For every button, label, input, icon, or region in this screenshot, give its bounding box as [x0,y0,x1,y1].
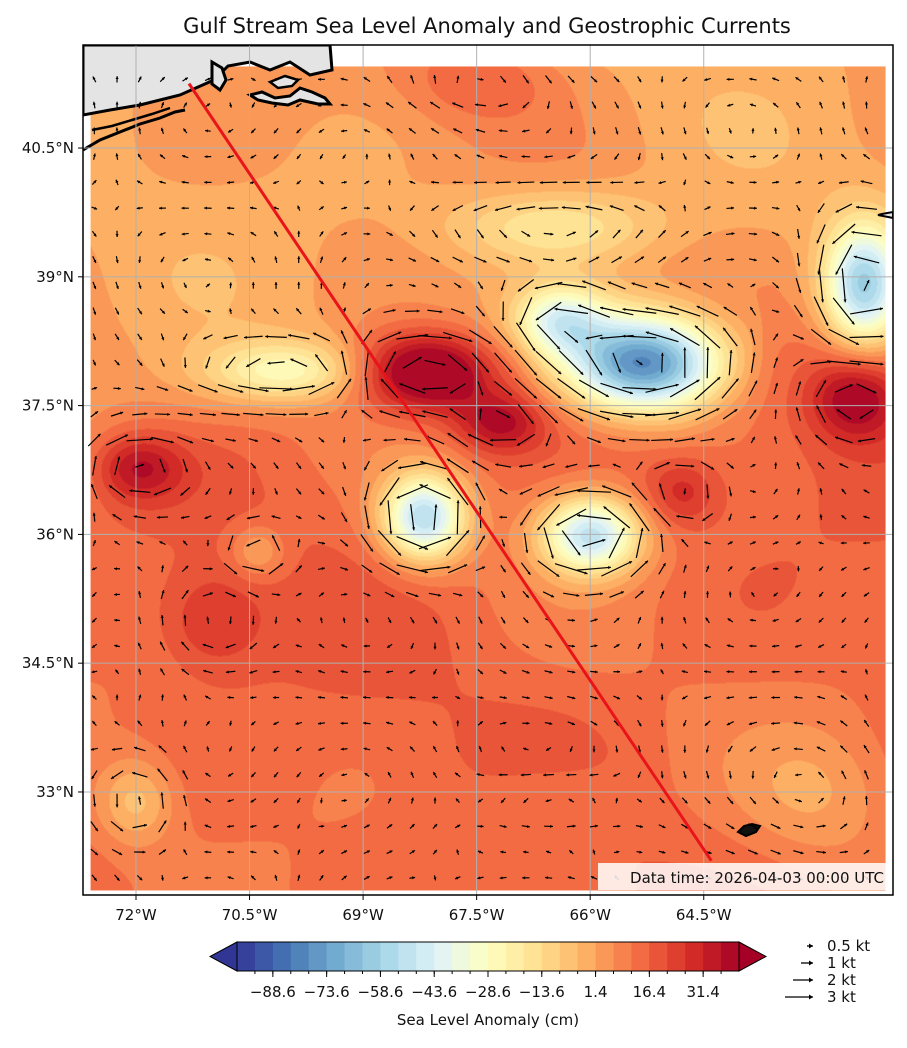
colorbar-level [398,942,417,971]
colorbar-level [416,942,435,971]
quiver-key-label: 3 kt [827,988,856,1006]
y-tick-label: 33°N [36,783,74,801]
colorbar: −88.6 −73.6 −58.6 −43.6 −28.6 −13.6 1.4 16.4 31.… [210,942,766,1001]
colorbar-level [542,942,561,971]
colorbar-level [255,942,274,971]
current-vector [629,440,649,441]
map-area: Data time: 2026-04-03 00:00 UTC [83,45,893,895]
colorbar-level [309,942,328,971]
chart-title: Gulf Stream Sea Level Anomaly and Geostr… [183,14,791,38]
colorbar-tick-label: −13.6 [519,983,565,1001]
x-tick-label: 70.5°W [222,906,278,924]
y-tick-label: 37.5°N [22,397,74,415]
x-tick-label: 64.5°W [676,906,732,924]
colorbar-tick-label: −88.6 [250,983,296,1001]
x-tick-label: 69°W [342,906,384,924]
colorbar-level [291,942,310,971]
colorbar-tick-label: −43.6 [411,983,457,1001]
quiver-key: 0.5 kt1 kt2 kt3 kt [785,937,870,1006]
colorbar-level [578,942,597,971]
colorbar-tick-label: 31.4 [686,983,719,1001]
colorbar-level [596,942,615,971]
colorbar-extend-min [210,942,237,971]
colorbar-level [560,942,579,971]
colorbar-level [345,942,364,971]
colorbar-tick-label: −73.6 [304,983,350,1001]
quiver-key-arrow-head [809,944,813,949]
colorbar-tick-label: 16.4 [633,983,666,1001]
quiver-key-label: 1 kt [827,954,856,972]
quiver-key-label: 2 kt [827,971,856,989]
quiver-key-arrow-head [809,978,813,983]
quiver-key-arrow-head [809,995,813,1000]
colorbar-level [273,942,292,971]
y-tick-label: 40.5°N [22,139,74,157]
current-vector [707,347,708,378]
colorbar-level [631,942,650,971]
colorbar-tick-label: 1.4 [584,983,608,1001]
colorbar-level [327,942,346,971]
y-tick-label: 34.5°N [22,654,74,672]
quiver-key-arrow-head [809,961,813,966]
sla-field [91,66,886,890]
colorbar-label: Sea Level Anomaly (cm) [397,1011,579,1029]
colorbar-level [506,942,525,971]
colorbar-tick-label: −58.6 [357,983,403,1001]
current-vector [662,353,663,373]
x-tick-label: 72°W [115,906,157,924]
colorbar-level [721,942,740,971]
colorbar-level [685,942,704,971]
x-axis-ticks: 72°W 70.5°W 69°W 67.5°W 66°W 64.5°W [115,895,731,924]
colorbar-level [614,942,633,971]
y-tick-label: 39°N [36,268,74,286]
colorbar-tick-label: −28.6 [465,983,511,1001]
y-axis-ticks: 40.5°N 39°N 37.5°N 36°N 34.5°N 33°N [22,139,83,801]
current-vector [457,500,458,534]
colorbar-level [703,942,722,971]
quiver-key-label: 0.5 kt [827,937,870,955]
colorbar-level [434,942,453,971]
colorbar-level [488,942,507,971]
data-time-label: Data time: 2026-04-03 00:00 UTC [630,869,884,887]
colorbar-level [363,942,382,971]
colorbar-level [380,942,399,971]
current-vector [490,440,516,441]
current-vector [539,208,558,209]
x-tick-label: 67.5°W [449,906,505,924]
colorbar-level [524,942,543,971]
colorbar-extend-max [739,942,766,971]
colorbar-level [237,942,256,971]
colorbar-level [470,942,489,971]
y-tick-label: 36°N [36,525,74,543]
x-tick-label: 66°W [569,906,611,924]
colorbar-level [667,942,686,971]
colorbar-level [649,942,668,971]
colorbar-level [452,942,471,971]
